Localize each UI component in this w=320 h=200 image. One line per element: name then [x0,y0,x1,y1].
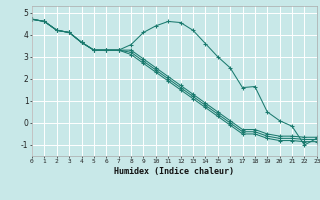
X-axis label: Humidex (Indice chaleur): Humidex (Indice chaleur) [115,167,234,176]
